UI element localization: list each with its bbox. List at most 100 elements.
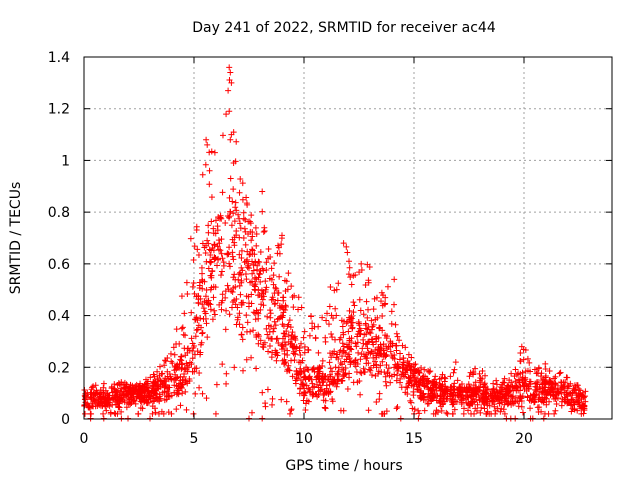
data-point — [248, 212, 255, 219]
data-point — [536, 394, 543, 401]
data-point — [367, 367, 374, 374]
data-point — [255, 340, 262, 347]
data-point — [236, 310, 243, 317]
data-point — [348, 346, 355, 353]
data-point — [270, 281, 277, 288]
data-point — [552, 373, 559, 380]
data-point — [365, 360, 372, 367]
data-point — [243, 194, 250, 201]
data-point — [434, 409, 441, 416]
data-point — [289, 329, 296, 336]
data-point — [335, 355, 342, 362]
data-point — [284, 323, 291, 330]
data-point — [364, 345, 371, 352]
data-point — [425, 386, 432, 393]
data-point — [303, 397, 310, 404]
data-point — [148, 389, 155, 396]
data-point — [279, 335, 286, 342]
y-tick-label: 1.4 — [48, 50, 70, 66]
data-point — [517, 358, 524, 365]
data-point — [248, 237, 255, 244]
data-point — [242, 271, 249, 278]
data-point — [325, 388, 332, 395]
data-point — [345, 328, 352, 335]
data-point — [344, 386, 351, 393]
data-point — [192, 390, 199, 397]
data-point — [298, 340, 305, 347]
data-point — [272, 347, 279, 354]
data-point — [562, 396, 569, 403]
data-point — [340, 347, 347, 354]
data-point — [396, 337, 403, 344]
data-point — [262, 278, 269, 285]
data-point — [377, 324, 384, 331]
data-point — [301, 390, 308, 397]
data-point — [167, 350, 174, 357]
data-point — [162, 358, 169, 365]
data-point — [118, 389, 125, 396]
data-point — [215, 246, 222, 253]
data-point — [524, 355, 531, 362]
data-point — [414, 386, 421, 393]
data-point — [383, 382, 390, 389]
data-point — [193, 223, 200, 230]
data-point — [281, 339, 288, 346]
data-point — [501, 375, 508, 382]
data-point — [224, 282, 231, 289]
data-point — [159, 381, 166, 388]
data-point — [282, 302, 289, 309]
data-point — [339, 366, 346, 373]
data-point — [187, 235, 194, 242]
data-point — [171, 367, 178, 374]
data-point — [194, 246, 201, 253]
data-point — [218, 268, 225, 275]
data-point — [189, 283, 196, 290]
data-point — [248, 300, 255, 307]
data-point — [309, 392, 316, 399]
data-point — [514, 384, 521, 391]
data-point — [500, 406, 507, 413]
data-point — [432, 373, 439, 380]
data-point — [243, 312, 250, 319]
data-point — [99, 394, 106, 401]
data-point — [196, 285, 203, 292]
data-point — [430, 393, 437, 400]
data-point — [376, 390, 383, 397]
data-point — [199, 390, 206, 397]
data-point — [296, 347, 303, 354]
data-point — [397, 350, 404, 357]
data-point — [495, 396, 502, 403]
data-point — [231, 218, 238, 225]
data-point — [396, 356, 403, 363]
data-point — [355, 319, 362, 326]
data-point — [228, 79, 235, 86]
data-point — [375, 370, 382, 377]
data-point — [266, 275, 273, 282]
data-point — [337, 360, 344, 367]
data-point — [357, 356, 364, 363]
data-point — [387, 379, 394, 386]
x-tick-label: 10 — [295, 431, 313, 447]
data-point — [176, 360, 183, 367]
data-point — [240, 209, 247, 216]
data-point — [261, 228, 268, 235]
data-point — [350, 299, 357, 306]
data-point — [392, 342, 399, 349]
data-point — [159, 389, 166, 396]
data-point — [222, 294, 229, 301]
data-point — [574, 407, 581, 414]
data-point — [301, 368, 308, 375]
data-point — [238, 254, 245, 261]
data-point — [405, 351, 412, 358]
data-point — [339, 340, 346, 347]
data-point — [225, 87, 232, 94]
data-point — [238, 264, 245, 271]
data-point — [394, 333, 401, 340]
data-point — [393, 364, 400, 371]
data-point — [216, 301, 223, 308]
data-point — [421, 407, 428, 414]
data-point — [544, 388, 551, 395]
data-point — [256, 270, 263, 277]
data-point — [407, 366, 414, 373]
data-point — [339, 377, 346, 384]
